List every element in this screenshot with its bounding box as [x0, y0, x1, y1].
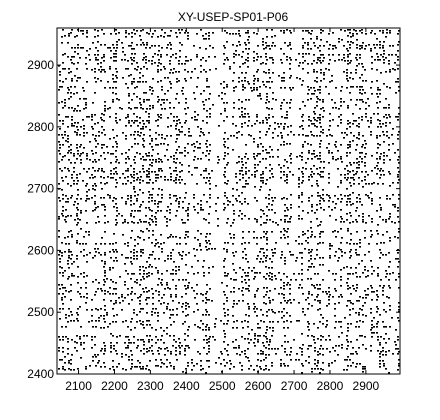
x-tick-label: 2400	[173, 379, 200, 393]
y-tick-label: 2700	[27, 182, 54, 196]
recurrence-point-texture	[58, 29, 400, 374]
x-tick-label: 2700	[281, 379, 308, 393]
plot-frame	[56, 27, 401, 375]
y-tick-label: 2900	[27, 58, 54, 72]
x-tick-label: 2600	[245, 379, 272, 393]
x-tick-label: 2800	[317, 379, 344, 393]
y-axis: 2400 2500 2600 2700 2800 2900	[27, 58, 400, 381]
chart-title: XY-USEP-SP01-P06	[178, 10, 289, 24]
x-tick-label: 2900	[353, 379, 380, 393]
recurrence-points	[58, 29, 400, 374]
x-tick-label: 2300	[137, 379, 164, 393]
x-axis: 2100 2200 2300 2400 2500 2600 2700 2800 2900	[65, 28, 380, 393]
y-tick-label: 2600	[27, 243, 54, 257]
x-tick-label: 2100	[65, 379, 92, 393]
y-tick-label: 2400	[27, 367, 54, 381]
y-tick-label: 2800	[27, 120, 54, 134]
x-tick-label: 2200	[101, 379, 128, 393]
x-tick-label: 2500	[209, 379, 236, 393]
y-tick-label: 2500	[27, 305, 54, 319]
